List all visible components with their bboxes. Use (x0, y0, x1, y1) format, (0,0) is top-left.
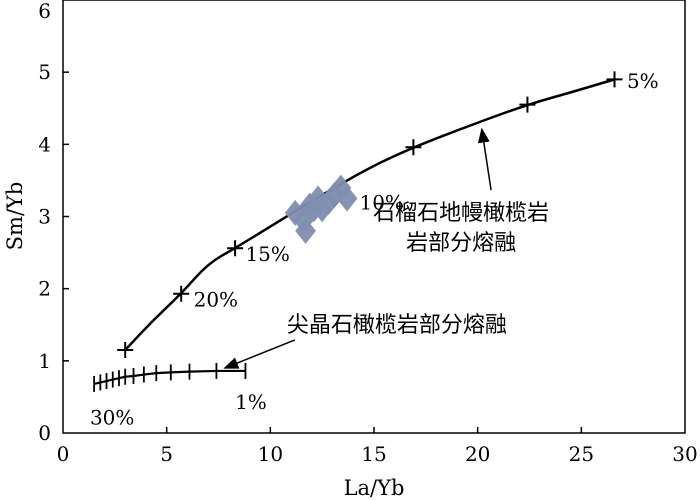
y-tick-label: 0 (38, 421, 51, 445)
y-axis-ticks: 0 1 2 3 4 5 6 (38, 0, 69, 445)
garnet-annotation-arrow (477, 127, 492, 191)
x-tick-label: 0 (57, 442, 70, 466)
y-tick-label: 5 (38, 60, 51, 84)
y-tick-label: 6 (38, 0, 51, 23)
garnet-curve-marker (173, 285, 190, 302)
sample-diamond-marker (336, 185, 358, 212)
percent-label: 15% (245, 242, 289, 266)
sample-diamond-marker (317, 189, 339, 216)
x-tick-label: 15 (361, 442, 386, 466)
garnet-annotation-label: 岩部分熔融 (406, 231, 516, 256)
y-axis-label: Sm/Yb (3, 182, 27, 251)
x-tick-label: 5 (160, 442, 173, 466)
percent-label: 10% (359, 190, 403, 214)
x-axis-label: La/Yb (344, 476, 405, 500)
x-tick-label: 25 (569, 442, 594, 466)
spinel-melting-curve (93, 369, 246, 385)
garnet-curve-marker (405, 139, 422, 156)
spinel-annotation-label: 尖晶石橄榄岩部分熔融 (287, 313, 507, 338)
sample-diamond-marker (295, 217, 316, 244)
garnet-curve-marker (606, 71, 623, 88)
y-tick-label: 1 (38, 349, 51, 373)
spinel-annotation-arrow (223, 339, 296, 369)
y-tick-label: 4 (38, 132, 51, 156)
series-layer: 5% 15% 20% 10% 30% 1% (90, 69, 659, 429)
sample-diamond-marker (330, 174, 352, 201)
x-axis-ticks: 0 5 10 15 20 25 30 (57, 427, 698, 466)
sample-diamond-marker (303, 196, 325, 223)
percent-label: 20% (194, 288, 238, 312)
x-tick-label: 30 (672, 442, 697, 466)
garnet-curve-marker (117, 342, 134, 359)
y-tick-label: 2 (38, 277, 51, 301)
x-tick-label: 20 (465, 442, 490, 466)
garnet-annotation-label: 石榴石地幔橄榄岩 (373, 201, 549, 226)
percent-label: 30% (90, 405, 134, 429)
y-tick-label: 3 (38, 205, 51, 229)
garnet-curve-marker (519, 96, 536, 113)
percent-label: 5% (627, 69, 659, 93)
x-tick-label: 10 (258, 442, 283, 466)
percent-label: 1% (235, 390, 267, 414)
garnet-curve-marker (227, 240, 244, 257)
